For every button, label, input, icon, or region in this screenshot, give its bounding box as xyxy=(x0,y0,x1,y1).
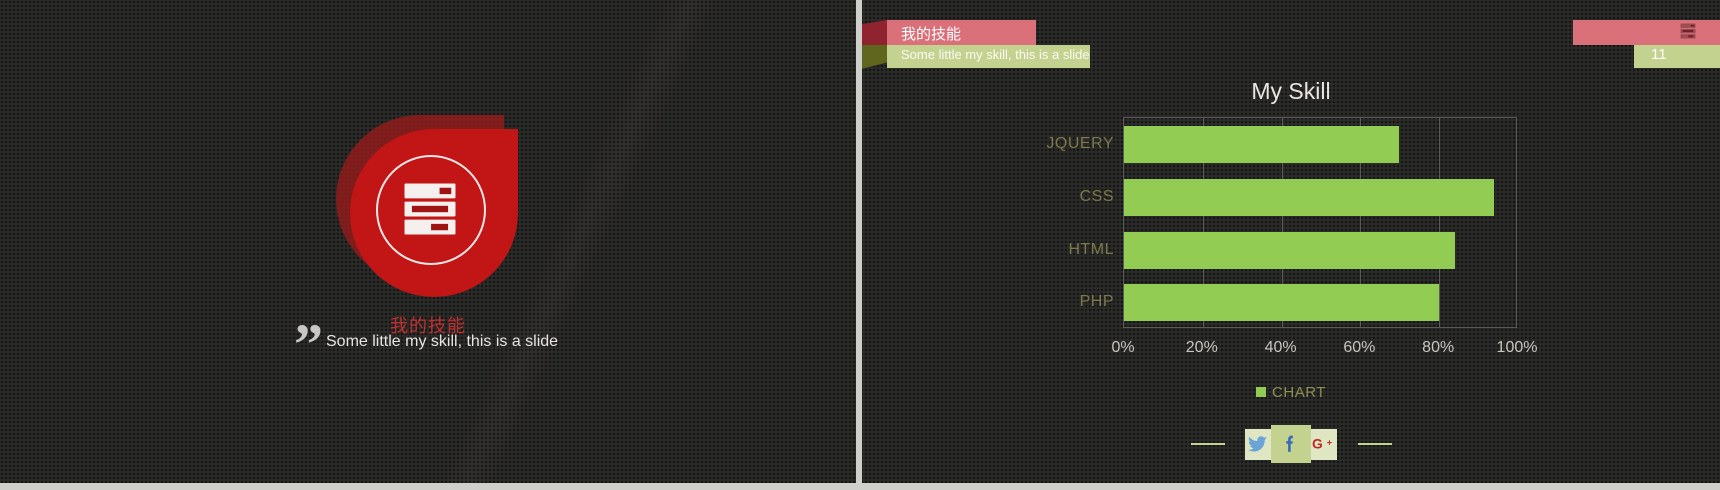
svg-text:G: G xyxy=(1312,436,1323,452)
svg-text:+: + xyxy=(1327,437,1333,447)
